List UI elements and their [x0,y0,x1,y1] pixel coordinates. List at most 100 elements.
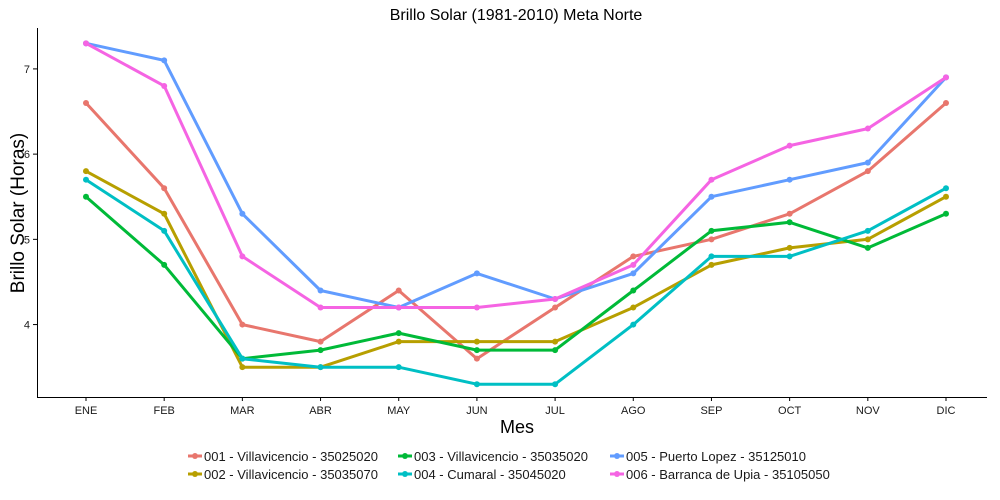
y-axis-ticks: 4 5 6 7 [24,64,37,332]
legend-swatch-point [614,471,620,477]
x-tick-label: NOV [856,405,881,417]
series-line [84,41,948,309]
series-6 [83,40,949,311]
data-point [786,176,793,183]
data-point [786,244,793,251]
data-point [786,253,793,260]
data-point [239,321,246,328]
y-tick-label: 5 [24,234,30,246]
legend-item: 002 - Villavicencio - 35035070 [188,467,378,482]
data-point [239,364,246,371]
series-3 [83,193,949,362]
data-point [161,210,168,217]
series-line [84,41,948,309]
legend-label: 004 - Cumaral - 35045020 [414,467,566,482]
data-point [83,176,89,183]
legend-label: 001 - Villavicencio - 35025020 [204,449,378,464]
legend-swatch-point [614,453,620,459]
y-axis-title: Brillo Solar (Horas) [8,133,29,293]
data-point [552,347,559,354]
data-point [943,210,949,217]
data-point [786,219,793,226]
data-point [552,338,559,345]
data-point [239,210,246,217]
data-point [317,287,324,294]
data-point [708,253,715,260]
x-tick-label: SEP [700,405,722,417]
legend-label: 006 - Barranca de Upia - 35105050 [626,467,830,482]
legend-item: 003 - Villavicencio - 35035020 [398,449,588,464]
x-tick-label: MAR [230,405,255,417]
legend-swatch-point [192,471,198,477]
data-point [161,227,168,234]
series-line [84,195,948,361]
data-point [630,270,637,277]
data-point [239,355,246,362]
data-point [317,347,324,354]
data-point [239,253,246,260]
x-tick-label: ABR [309,405,332,417]
y-tick-label: 7 [24,64,30,76]
data-point [943,74,949,81]
series-line [84,101,948,361]
data-point [864,125,871,132]
legend-label: 005 - Puerto Lopez - 35125010 [626,449,806,464]
data-point [864,236,871,243]
data-point [83,193,89,200]
data-point [630,304,637,311]
legend-label: 002 - Villavicencio - 35035070 [204,467,378,482]
data-point [943,193,949,200]
data-point [864,159,871,166]
series-layer [83,40,949,388]
data-point [786,210,793,217]
data-point [473,355,480,362]
data-point [630,321,637,328]
x-tick-label: DIC [937,405,956,417]
legend-swatch-point [192,453,198,459]
data-point [630,287,637,294]
series-4 [83,176,949,388]
series-line [84,178,948,386]
data-point [786,142,793,149]
data-point [83,99,89,106]
y-tick-label: 4 [24,320,30,332]
data-point [630,261,637,268]
legend-item: 004 - Cumaral - 35045020 [398,467,566,482]
legend-item: 006 - Barranca de Upia - 35105050 [610,467,830,482]
data-point [708,227,715,234]
x-tick-label: JUN [466,405,487,417]
data-point [708,176,715,183]
data-point [552,304,559,311]
data-point [473,270,480,277]
data-point [943,99,949,106]
x-tick-label: JUL [545,405,565,417]
data-point [395,304,402,311]
series-5 [83,40,949,311]
data-point [317,304,324,311]
y-tick-label: 6 [24,149,30,161]
legend-swatch-point [402,453,408,459]
data-point [708,261,715,268]
data-point [864,168,871,175]
data-point [708,193,715,200]
data-point [708,236,715,243]
x-tick-label: MAY [387,405,411,417]
data-point [395,364,402,371]
data-point [83,168,89,175]
x-tick-label: ENE [75,405,98,417]
legend: 001 - Villavicencio - 35025020 002 - Vill… [188,449,830,482]
chart-title: Brillo Solar (1981-2010) Meta Norte [390,7,643,24]
data-point [317,364,324,371]
data-point [552,381,559,388]
data-point [161,57,168,64]
data-point [473,338,480,345]
series-line [84,169,948,369]
data-point [473,304,480,311]
x-tick-label: AGO [621,405,646,417]
data-point [395,338,402,345]
data-point [864,227,871,234]
legend-swatch-point [402,471,408,477]
data-point [395,330,402,337]
legend-label: 003 - Villavicencio - 35035020 [414,449,588,464]
